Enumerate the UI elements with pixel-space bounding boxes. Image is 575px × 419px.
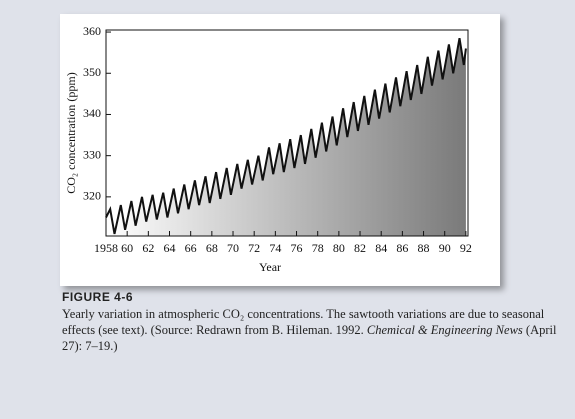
area [106, 38, 466, 237]
x-tick-label: 1958 [94, 241, 118, 255]
x-tick-label: 66 [185, 241, 197, 255]
y-tick-label: 330 [83, 147, 101, 161]
y-axis-label: CO₂ concentration (ppm) [64, 72, 78, 193]
x-tick-label: 70 [227, 241, 239, 255]
x-tick-label: 82 [354, 241, 366, 255]
x-tick-label: 60 [121, 241, 133, 255]
chart: Year CO₂ concentration (ppm) 320 330 340 35… [64, 24, 472, 274]
x-tick-label: 90 [439, 241, 451, 255]
x-tick-label: 78 [312, 241, 324, 255]
y-tick-label: 350 [83, 65, 101, 79]
x-axis-label: Year [259, 260, 281, 274]
x-tick-label: 92 [460, 241, 472, 255]
x-tick-label: 64 [164, 241, 176, 255]
x-tick-label: 72 [248, 241, 260, 255]
x-tick-label: 68 [206, 241, 218, 255]
x-tick-label: 80 [333, 241, 345, 255]
x-tick-label: 76 [291, 241, 303, 255]
x-tick-label: 88 [418, 241, 430, 255]
caption-text: Yearly variation in atmospheric CO₂ conc… [62, 307, 545, 337]
y-tick-label: 360 [83, 24, 101, 38]
y-tick-label: 320 [83, 189, 101, 203]
x-tick-label: 74 [269, 241, 281, 255]
y-tick-label: 340 [83, 106, 101, 120]
caption-text: (April 27): 7–19.) [62, 323, 557, 353]
line [105, 38, 467, 235]
caption: Yearly variation in atmospheric CO₂ conc… [62, 306, 562, 354]
figure-label: FIGURE 4-6 [62, 290, 134, 304]
caption-journal: Chemical & Engineering News [366, 323, 523, 337]
x-tick-label: 84 [375, 241, 387, 255]
plot-frame [105, 29, 469, 237]
x-tick-label: 62 [142, 241, 154, 255]
x-tick-label: 86 [396, 241, 408, 255]
